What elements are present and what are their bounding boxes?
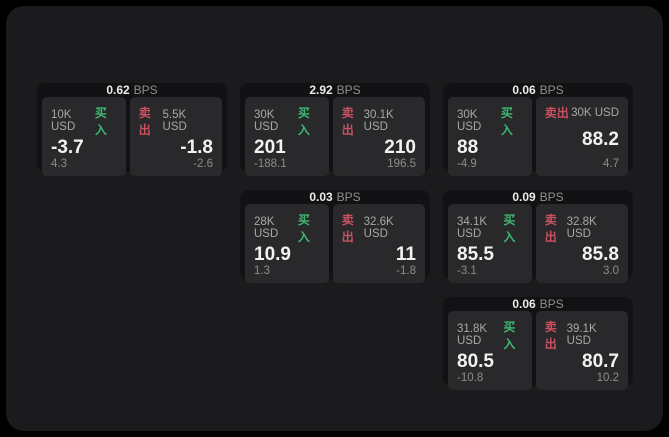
sell-panel[interactable]: 卖出 32.6K USD 11 -1.8 [332,204,425,283]
sell-amount: 39.1K USD [566,323,597,347]
bps-header: 0.03 BPS [240,190,430,204]
buy-sub-value: 4.3 [51,158,67,170]
sell-amount: 32.6K USD [363,216,394,240]
buy-amount: 30K USD [457,109,482,133]
sell-side-label: 卖出 [544,320,557,351]
quote-card: 0.03 BPS 28K USD 买入 10.9 1.3 卖出 32.6K US… [240,190,430,283]
sell-panel[interactable]: 卖出 5.5K USD -1.8 -2.6 [129,97,222,176]
buy-amount: 34.1K USD [457,216,488,240]
sell-amount: 30.1K USD [363,109,394,133]
sell-panel[interactable]: 卖出 39.1K USD 80.7 10.2 [535,311,628,390]
quote-panels: 28K USD 买入 10.9 1.3 卖出 32.6K USD 11 -1.8 [240,204,430,288]
sell-price: 80.7 [582,351,619,372]
sell-sub-value: -1.8 [396,265,416,277]
sell-price: 11 [395,244,416,265]
bps-value: 0.06 [512,297,536,311]
quote-panels: 31.8K USD 买入 80.5 -10.8 卖出 39.1K USD 80.… [443,311,633,395]
buy-amount: 31.8K USD [457,323,488,347]
buy-side-label: 买入 [297,213,310,244]
bps-header: 0.62 BPS [37,83,227,97]
bps-label: BPS [539,83,564,97]
quote-card: 2.92 BPS 30K USD 买入 201 -188.1 卖出 30.1K … [240,83,430,176]
buy-side-label: 买入 [503,320,516,351]
bps-header: 2.92 BPS [240,83,430,97]
sell-price: 88.2 [582,128,619,150]
quote-card: 0.09 BPS 34.1K USD 买入 85.5 -3.1 卖出 32.8K… [443,190,633,283]
quote-panels: 34.1K USD 买入 85.5 -3.1 卖出 32.8K USD 85.8… [443,204,633,288]
sell-sub-value: -2.6 [193,158,213,170]
quote-panels: 30K USD 买入 201 -188.1 卖出 30.1K USD 210 1… [240,97,430,181]
buy-amount: 30K USD [254,109,279,133]
bps-label: BPS [336,190,361,204]
bps-label: BPS [336,83,361,97]
buy-sub-value: 1.3 [254,265,270,277]
quote-panels: 30K USD 买入 88 -4.9 卖出 30K USD 88.2 4.7 [443,97,633,181]
sell-price: 210 [384,137,416,158]
bps-value: 0.03 [309,190,333,204]
quote-card: 0.06 BPS 30K USD 买入 88 -4.9 卖出 30K USD 8… [443,83,633,176]
buy-amount: 28K USD [254,216,279,240]
sell-amount: 32.8K USD [566,216,597,240]
buy-price: 88 [457,137,479,158]
buy-panel[interactable]: 28K USD 买入 10.9 1.3 [245,204,329,283]
sell-side-label: 卖出 [544,213,557,244]
sell-panel[interactable]: 卖出 32.8K USD 85.8 3.0 [535,204,628,283]
bps-value: 2.92 [309,83,333,97]
buy-side-label: 买入 [297,106,310,137]
bps-value: 0.06 [512,83,536,97]
buy-panel[interactable]: 34.1K USD 买入 85.5 -3.1 [448,204,532,283]
buy-amount: 10K USD [51,109,76,133]
sell-side-label: 卖出 [544,106,569,120]
bps-header: 0.06 BPS [443,297,633,311]
bps-label: BPS [539,297,564,311]
bps-label: BPS [539,190,564,204]
buy-side-label: 买入 [94,106,107,137]
sell-panel[interactable]: 卖出 30K USD 88.2 4.7 [535,97,628,176]
bps-value: 0.62 [106,83,130,97]
buy-panel[interactable]: 30K USD 买入 88 -4.9 [448,97,532,176]
quote-card: 0.06 BPS 31.8K USD 买入 80.5 -10.8 卖出 39.1… [443,297,633,390]
sell-price: 85.8 [582,244,619,265]
bps-label: BPS [133,83,158,97]
buy-price: 85.5 [457,244,494,265]
buy-price: 201 [254,137,286,158]
buy-sub-value: -4.9 [457,158,477,170]
sell-side-label: 卖出 [341,213,354,244]
sell-sub-value: 4.7 [603,158,619,170]
sell-side-label: 卖出 [341,106,354,137]
sell-sub-value: 3.0 [603,265,619,277]
sell-sub-value: 196.5 [387,158,416,170]
buy-price: 10.9 [254,244,291,265]
buy-sub-value: -10.8 [457,372,484,384]
bps-header: 0.06 BPS [443,83,633,97]
buy-side-label: 买入 [503,213,516,244]
buy-panel[interactable]: 31.8K USD 买入 80.5 -10.8 [448,311,532,390]
quote-panels: 10K USD 买入 -3.7 4.3 卖出 5.5K USD -1.8 -2.… [37,97,227,181]
bps-header: 0.09 BPS [443,190,633,204]
sell-side-label: 卖出 [138,106,151,137]
buy-price: -3.7 [51,137,84,158]
sell-panel[interactable]: 卖出 30.1K USD 210 196.5 [332,97,425,176]
buy-sub-value: -188.1 [254,158,287,170]
sell-price: -1.8 [180,137,213,158]
buy-panel[interactable]: 30K USD 买入 201 -188.1 [245,97,329,176]
buy-price: 80.5 [457,351,494,372]
buy-panel[interactable]: 10K USD 买入 -3.7 4.3 [42,97,126,176]
quote-card: 0.62 BPS 10K USD 买入 -3.7 4.3 卖出 5.5K USD… [37,83,227,176]
buy-sub-value: -3.1 [457,265,477,277]
bps-value: 0.09 [512,190,536,204]
quote-grid: 0.62 BPS 10K USD 买入 -3.7 4.3 卖出 5.5K USD… [37,83,633,390]
sell-amount: 5.5K USD [162,109,187,133]
sell-amount: 30K USD [571,106,619,119]
buy-side-label: 买入 [500,106,513,137]
sell-sub-value: 10.2 [596,372,619,384]
